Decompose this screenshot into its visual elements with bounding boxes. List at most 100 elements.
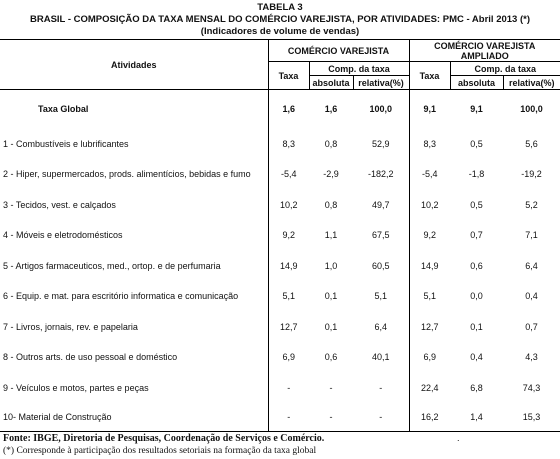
- cell-absoluta-ampliado: 1,4: [450, 402, 503, 432]
- cell-relativa-ampliado: 74,3: [522, 382, 541, 393]
- cell-taxa-ampliado: 10,2: [408, 189, 450, 220]
- cell-relativa-ampliado: 7,1: [525, 230, 538, 240]
- cell-absoluta: 0,8: [324, 199, 338, 210]
- table-row: 7 - Livros, jornais, rev. e papelaria 12…: [0, 311, 560, 342]
- cell-taxa-ampliado: 12,7: [408, 311, 450, 342]
- column-header-taxa: Taxa: [267, 61, 309, 90]
- cell-absoluta-ampliado: 0,1: [470, 321, 483, 332]
- row-label: 9 - Veículos e motos, partes e peças: [3, 382, 149, 393]
- row-label: 2 - Hiper, supermercados, prods. aliment…: [3, 169, 251, 179]
- table-title: BRASIL - COMPOSIÇÃO DA TAXA MENSAL DO CO…: [29, 14, 531, 25]
- column-header-atividades: Atividades: [0, 39, 268, 90]
- row-label: 6 - Equip. e mat. para escritório inform…: [3, 291, 239, 301]
- cell-relativa: 49,7: [371, 199, 390, 210]
- cell-absoluta: 1,6: [324, 104, 338, 115]
- cell-relativa: 100,0: [369, 104, 393, 115]
- table-row: Taxa Global 1,6 1,6 100,0 9,1 9,1 100,0: [0, 89, 560, 129]
- cell-taxa-ampliado: 9,1: [408, 89, 450, 129]
- cell-taxa-ampliado: -5,4: [408, 158, 450, 190]
- cell-relativa-ampliado: -19,2: [521, 169, 542, 179]
- column-header-relativa-ampliado: relativa(%): [502, 75, 560, 90]
- cell-relativa: 60,5: [371, 260, 390, 271]
- table-row: 2 - Hiper, supermercados, prods. aliment…: [0, 158, 560, 190]
- cell-absoluta: -2,9: [323, 169, 339, 179]
- column-header-relativa: relativa(%): [352, 75, 409, 90]
- cell-relativa: 5,1: [374, 291, 387, 301]
- cell-absoluta: 0,8: [324, 138, 338, 149]
- table-row: 6 - Equip. e mat. para escritório inform…: [0, 280, 560, 312]
- column-header-comp: Comp. da taxa: [308, 61, 409, 76]
- cell-taxa: 14,9: [267, 250, 309, 281]
- column-header-taxa-ampliado: Taxa: [408, 61, 450, 90]
- cell-absoluta-ampliado: 9,1: [470, 104, 483, 115]
- cell-relativa-ampliado: 4,3: [525, 352, 538, 362]
- cell-relativa: 40,1: [371, 352, 390, 362]
- cell-absoluta: 0,1: [324, 321, 338, 332]
- cell-relativa-ampliado: 6,4: [525, 260, 538, 271]
- cell-absoluta: -: [309, 402, 353, 432]
- cell-absoluta-ampliado: -1,8: [468, 169, 485, 179]
- table-row: 1 - Combustíveis e lubrificantes 8,3 0,8…: [0, 128, 560, 159]
- cell-absoluta-ampliado: 0,6: [470, 260, 483, 271]
- row-label: 1 - Combustíveis e lubrificantes: [3, 138, 129, 149]
- footnote: (*) Corresponde à participação dos resul…: [3, 446, 317, 456]
- cell-taxa-ampliado: 5,1: [408, 280, 450, 312]
- cell-absoluta-ampliado: 0,4: [470, 352, 483, 362]
- cell-taxa: -5,4: [267, 158, 309, 190]
- cell-relativa: 6,4: [374, 321, 387, 332]
- column-group-comercio-ampliado: COMÉRCIO VAREJISTA AMPLIADO: [408, 39, 560, 62]
- column-header-absoluta: absoluta: [308, 75, 353, 90]
- row-label: 3 - Tecidos, vest. e calçados: [3, 199, 116, 210]
- cell-taxa: 10,2: [267, 189, 309, 220]
- cell-absoluta: 0,6: [324, 352, 338, 362]
- table-subtitle: (Indicadores de volume de vendas): [200, 26, 360, 37]
- row-label: 4 - Móveis e eletrodomésticos: [3, 230, 123, 240]
- cell-absoluta-ampliado: 0,5: [470, 138, 483, 149]
- row-label: 5 - Artigos farmaceuticos, med., ortop. …: [3, 260, 221, 271]
- table-row: 5 - Artigos farmaceuticos, med., ortop. …: [0, 250, 560, 281]
- table-number: TABELA 3: [257, 2, 303, 13]
- cell-absoluta-ampliado: 0,7: [470, 230, 483, 240]
- source-note: Fonte: IBGE, Diretoria de Pesquisas, Coo…: [3, 433, 325, 444]
- cell-relativa: 52,9: [371, 138, 390, 149]
- cell-taxa-ampliado: 6,9: [408, 341, 450, 373]
- cell-taxa: -: [267, 372, 309, 403]
- cell-taxa: 5,1: [267, 280, 309, 312]
- data-table: Atividades COMÉRCIO VAREJISTA COMÉRCIO V…: [0, 39, 560, 432]
- cell-relativa-ampliado: 0,4: [525, 291, 538, 301]
- column-header-comp-ampliado: Comp. da taxa: [449, 61, 560, 76]
- row-label: Taxa Global: [38, 104, 89, 115]
- column-header-absoluta-ampliado: absoluta: [449, 75, 503, 90]
- cell-relativa-ampliado: 0,7: [525, 321, 538, 332]
- table-row: 3 - Tecidos, vest. e calçados 10,2 0,8 4…: [0, 189, 560, 220]
- cell-taxa: 9,2: [267, 219, 309, 251]
- cell-relativa-ampliado: 5,6: [525, 138, 538, 149]
- cell-absoluta-ampliado: 0,0: [470, 291, 483, 301]
- cell-taxa-ampliado: 8,3: [408, 128, 450, 159]
- table-row: 9 - Veículos e motos, partes e peças - -…: [0, 372, 560, 403]
- cell-relativa-ampliado: 100,0: [520, 104, 543, 115]
- cell-absoluta: 1,1: [324, 230, 338, 240]
- cell-absoluta: 1,0: [324, 260, 338, 271]
- cell-taxa-ampliado: 16,2: [408, 402, 450, 432]
- cell-taxa: -: [267, 402, 309, 432]
- cell-absoluta-ampliado: 6,8: [470, 382, 483, 393]
- cell-relativa: -182,2: [367, 169, 394, 179]
- cell-taxa-ampliado: 22,4: [408, 372, 450, 403]
- cell-taxa: 1,6: [267, 89, 309, 129]
- column-group-comercio-varejista: COMÉRCIO VAREJISTA: [267, 39, 409, 62]
- cell-taxa: 8,3: [267, 128, 309, 159]
- cell-relativa-ampliado: 5,2: [525, 199, 538, 210]
- cell-absoluta: 0,1: [324, 291, 338, 301]
- row-label: 10- Material de Construção: [0, 402, 268, 432]
- cell-taxa-ampliado: 9,2: [408, 219, 450, 251]
- row-label: 8 - Outros arts. de uso pessoal e domést…: [3, 352, 178, 362]
- cell-taxa: 12,7: [267, 311, 309, 342]
- cell-relativa: -: [379, 382, 383, 393]
- cell-relativa: 67,5: [371, 230, 390, 240]
- cell-absoluta-ampliado: 0,5: [470, 199, 483, 210]
- table-row: 10- Material de Construção - - - 16,2 1,…: [0, 402, 560, 432]
- cell-relativa-ampliado: 15,3: [503, 402, 560, 432]
- cell-taxa-ampliado: 14,9: [408, 250, 450, 281]
- cell-relativa: -: [353, 402, 409, 432]
